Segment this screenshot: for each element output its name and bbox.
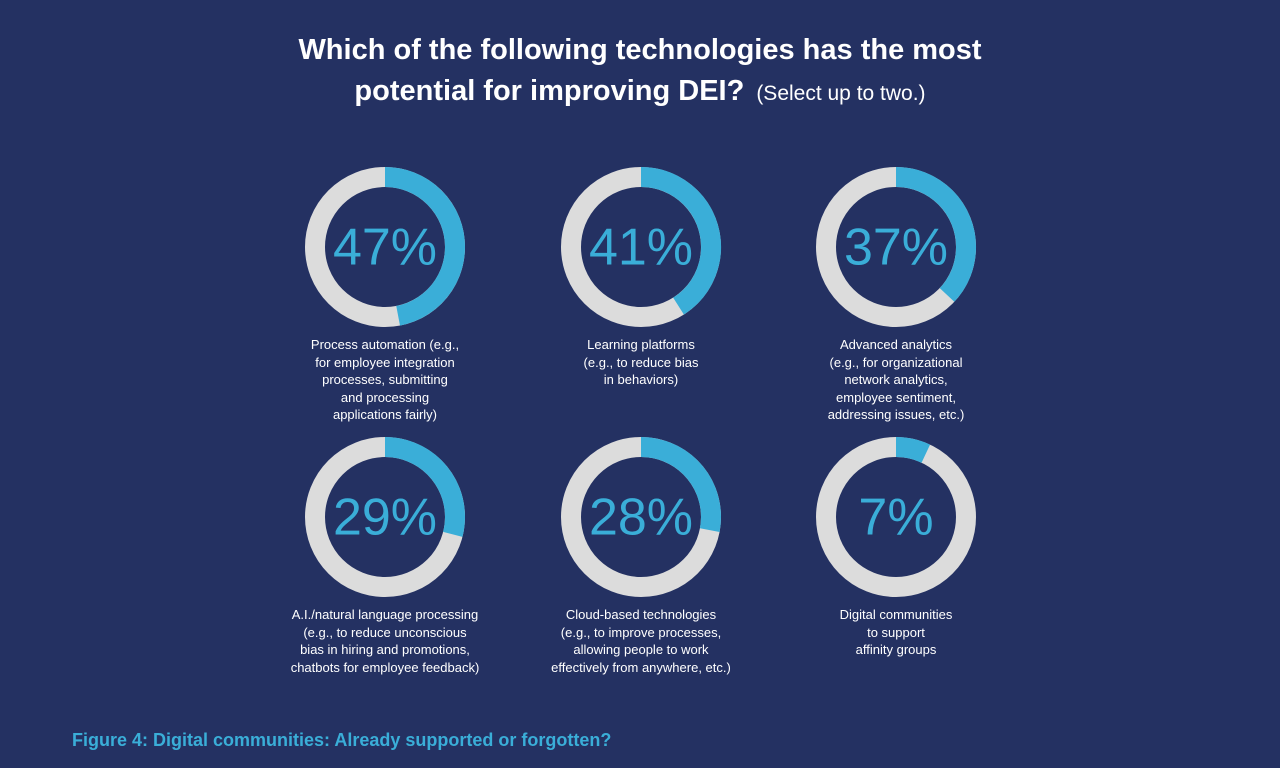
value-label: 47% <box>333 219 437 277</box>
category-label: Learning platforms (e.g., to reduce bias… <box>583 337 699 387</box>
category-label: Digital communities to support affinity … <box>839 607 953 657</box>
donut-arc <box>895 437 931 463</box>
value-label: 29% <box>333 489 437 547</box>
value-label: 28% <box>589 489 693 547</box>
caption: Figure 4: Digital communities: Already s… <box>72 730 612 750</box>
value-label: 41% <box>589 219 693 277</box>
chart-title: Which of the following technologies has … <box>298 34 982 107</box>
title-block: Which of the following technologies has … <box>0 30 1280 114</box>
value-label: 37% <box>844 219 948 277</box>
donut-arc <box>384 437 465 537</box>
category-label: A.I./natural language processing (e.g., … <box>290 607 480 675</box>
category-label: Process automation (e.g., for employee i… <box>310 337 460 422</box>
donut-arc <box>384 167 465 326</box>
chart-subtitle: (Select up to two.) <box>756 82 926 105</box>
donut-arc <box>895 167 976 302</box>
value-label: 7% <box>858 489 933 547</box>
category-label: Cloud-based technologies (e.g., to impro… <box>551 607 731 675</box>
donut-arc <box>640 437 721 532</box>
donut-arc <box>640 167 721 315</box>
category-label: Advanced analytics (e.g., for organizati… <box>827 337 965 422</box>
